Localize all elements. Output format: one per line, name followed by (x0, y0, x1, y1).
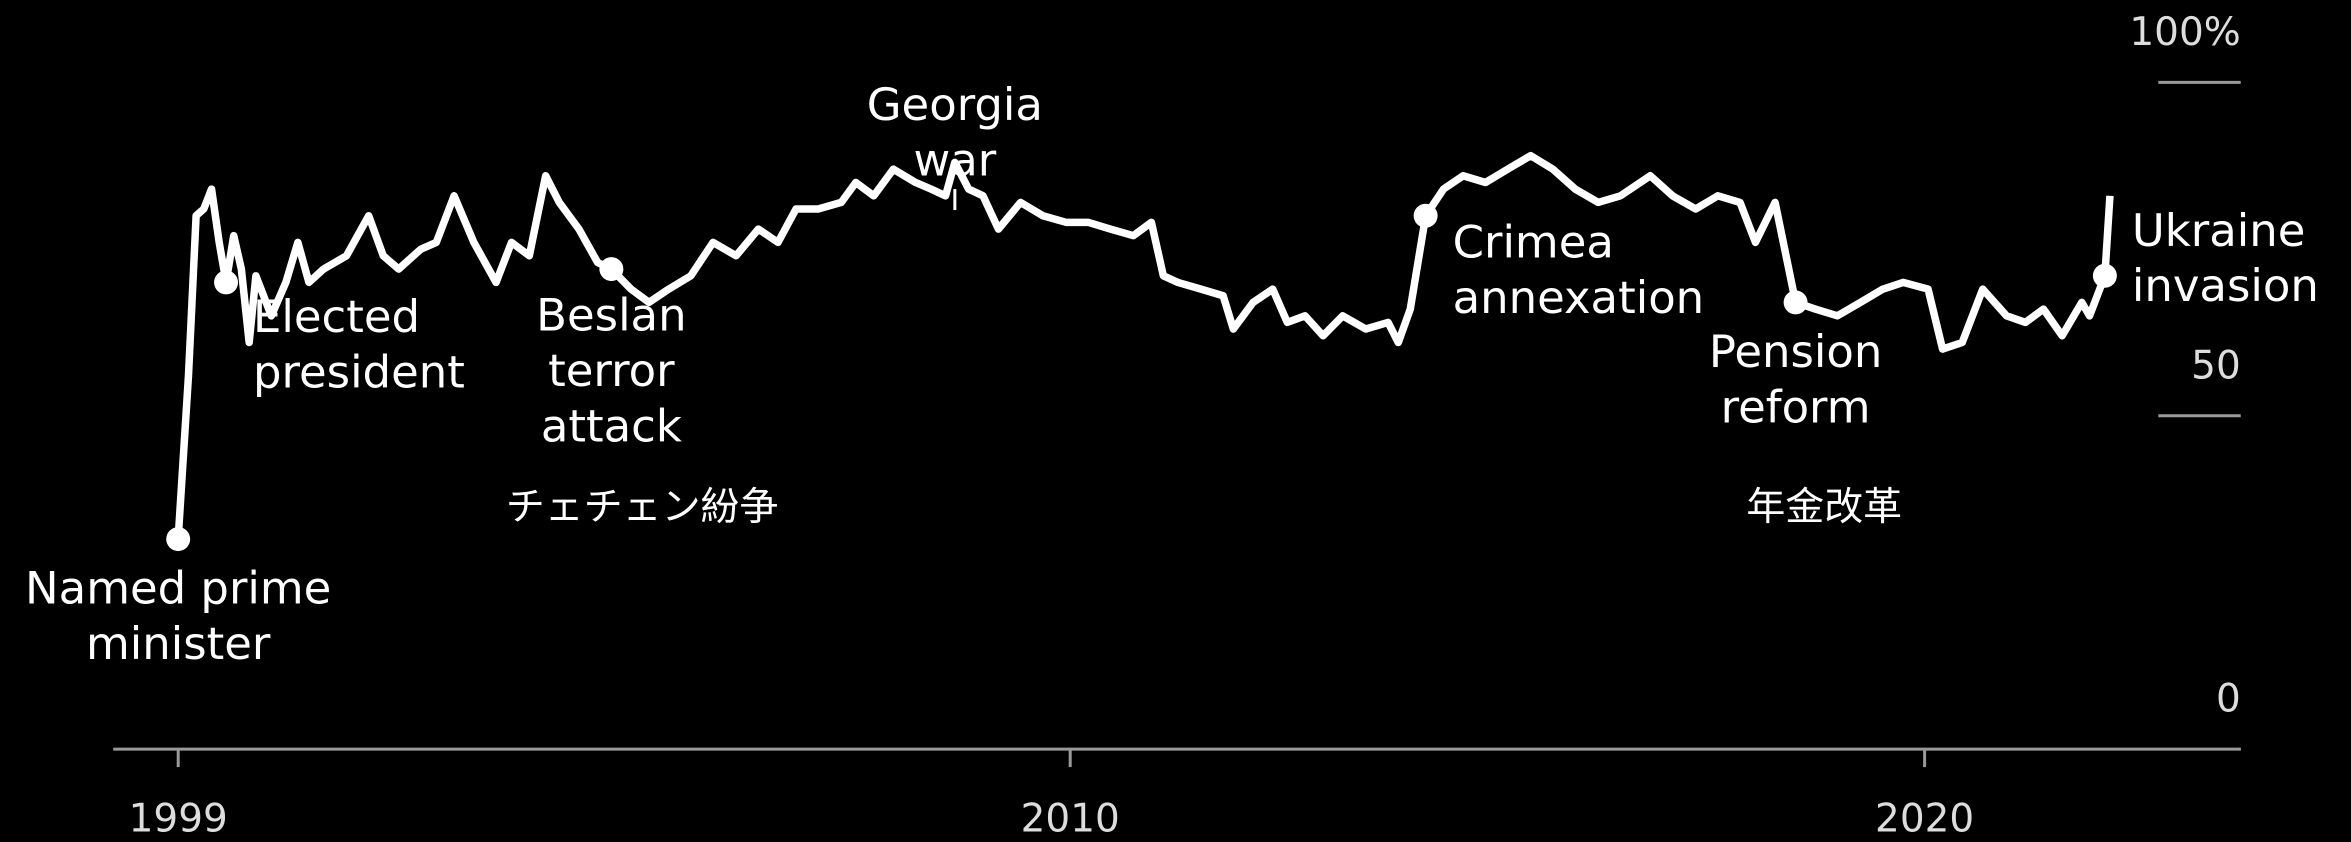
event-label: annexation (1453, 271, 1705, 324)
event-label: war (913, 134, 996, 187)
x-tick-label: 2010 (1021, 797, 1120, 842)
note: 年金改革 (1746, 485, 1902, 530)
event-dot (1413, 203, 1438, 228)
y-tick-label: 50 (2191, 343, 2241, 388)
event-label: terror (548, 344, 675, 397)
event-dot (599, 257, 624, 282)
event-dot (2092, 263, 2117, 288)
event-label: Pension (1709, 325, 1883, 378)
event-label: Beslan (536, 289, 686, 342)
event-dot (214, 270, 239, 295)
event-dot (166, 527, 191, 552)
x-tick-label: 2020 (1875, 797, 1974, 842)
x-tick-label: 1999 (129, 797, 228, 842)
event-label: Georgia (867, 78, 1043, 131)
approval-line (174, 151, 2114, 540)
note: チェチェン紛争 (506, 485, 779, 530)
y-tick-label: 0 (2216, 677, 2241, 722)
event-label: reform (1721, 380, 1871, 433)
event-label: Elected (253, 290, 420, 343)
event-label: president (253, 345, 465, 398)
event-label: Named prime (25, 562, 331, 615)
event-label: Ukraine (2132, 204, 2306, 257)
y-tick-label: 100% (2129, 10, 2240, 55)
event-dot (1783, 290, 1808, 315)
event-label: invasion (2132, 259, 2319, 312)
event-label: minister (86, 617, 271, 670)
event-label: attack (541, 399, 682, 452)
event-label: Crimea (1453, 216, 1614, 269)
